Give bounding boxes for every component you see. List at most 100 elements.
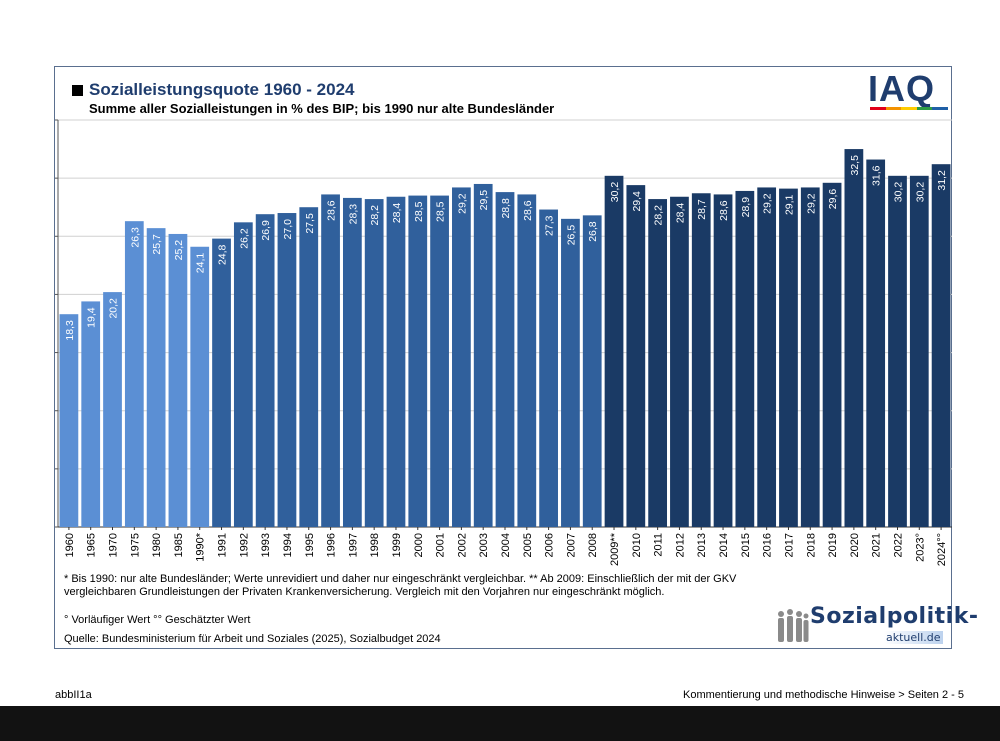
chart-title: Sozialleistungsquote 1960 - 2024 [89,80,355,99]
x-tick-label: 2024°° [936,533,948,566]
x-tick-label: 2021 [871,533,883,557]
logo-color-segment [870,107,886,110]
x-tick-label: 2016 [762,533,774,557]
bar-value-label: 28,2 [369,205,381,226]
footnote: * Bis 1990: nur alte Bundesländer; Werte… [64,573,737,598]
bar-value-label: 26,2 [238,228,250,249]
bar-value-label: 28,4 [674,203,686,224]
page-navigation-link[interactable]: Kommentierung und methodische Hinweise >… [683,689,964,701]
bar [539,209,558,528]
x-tick-label: 2002 [456,533,468,557]
bar-value-label: 28,6 [718,200,730,221]
bar-value-label: 27,5 [304,213,316,234]
x-tick-label: 2000 [413,533,425,557]
bar [670,196,689,527]
x-tick-label: 2007 [565,533,577,557]
title-bullet-icon [72,84,83,96]
bar-value-label: 26,9 [260,220,272,241]
x-tick-label: 2004 [500,533,512,557]
bar [364,199,384,527]
sozialpolitik-logo-domain: aktuell.de [884,631,943,644]
x-tick-label: 2003 [478,533,490,557]
bar [866,159,886,527]
bar-value-label: 25,7 [151,234,163,255]
bar-value-label: 30,2 [892,182,904,203]
bar-value-label: 28,5 [435,201,447,222]
x-tick-label: 2017 [783,533,795,557]
x-tick-label: 1985 [173,533,185,557]
sozialpolitik-logo[interactable]: Sozialpolitik- aktuell.de [776,604,978,646]
bar-value-label: 29,2 [805,193,817,214]
x-tick-label: 2014 [718,533,730,557]
bar [212,238,231,527]
iaq-logo-colorbar [870,107,948,110]
bar [844,149,864,528]
x-tick-label: 2010 [631,533,643,557]
bar [81,301,101,527]
x-tick-label: 1970 [108,533,120,557]
bar-value-label: 29,4 [631,191,643,212]
bar [582,215,602,527]
iaq-logo: IAQ [868,68,936,109]
bar [561,218,580,528]
bar [691,193,711,527]
bar [495,192,515,527]
bar [168,233,188,527]
logo-color-segment [932,107,948,110]
bar-value-label: 24,1 [195,253,207,274]
x-tick-label: 1990* [195,532,207,561]
bar-value-label: 31,6 [871,165,883,186]
bar-value-label: 29,1 [783,194,795,215]
bar-value-label: 29,2 [456,193,468,214]
x-tick-label: 1980 [151,533,163,557]
bar-value-label: 28,6 [326,200,338,221]
x-tick-label: 1994 [282,533,294,557]
bar [233,222,253,527]
bar-value-label: 28,5 [413,201,425,222]
bar-value-label: 26,8 [587,221,599,242]
bar [255,214,275,528]
source-note: Quelle: Bundesministerium für Arbeit und… [64,633,441,645]
bar [408,195,428,528]
bar-value-label: 29,6 [827,189,839,210]
bar [146,228,166,527]
x-tick-label: 1996 [326,533,338,557]
logo-color-segment [885,107,902,110]
bar-value-label: 28,4 [391,203,403,224]
bar [321,194,340,527]
bar [909,175,929,527]
logo-color-segment [916,107,933,110]
bar-value-label: 29,2 [762,193,774,214]
sozialpolitik-logo-text: Sozialpolitik- [810,604,979,629]
bar [430,195,449,528]
bar-value-label: 28,9 [740,197,752,218]
value-legend-note: ° Vorläufiger Wert °° Geschätzter Wert [64,614,251,626]
bar-value-label: 28,3 [347,204,359,225]
bar-value-label: 30,2 [914,182,926,203]
bar-value-label: 26,3 [129,227,141,248]
people-icon [778,609,809,642]
bar [604,175,624,527]
bar [452,187,471,527]
bar-value-label: 28,8 [500,198,512,219]
x-tick-label: 1999 [391,533,403,557]
bar [713,194,733,527]
bar-value-label: 27,3 [544,215,556,236]
bar-value-label: 26,5 [565,225,577,246]
bar-value-label: 25,2 [173,240,185,261]
bar [626,185,646,527]
bar [517,194,537,527]
bar-value-label: 30,2 [609,182,621,203]
bar [888,175,907,527]
bar [277,213,297,527]
x-tick-label: 2019 [827,533,839,557]
bar-value-label: 27,0 [282,219,294,240]
x-tick-label: 1965 [86,533,98,557]
bar-value-label: 19,4 [86,307,98,328]
x-tick-label: 2015 [740,533,752,557]
x-tick-label: 2020 [849,533,861,557]
x-tick-label: 2009** [609,532,621,566]
x-tick-label: 2013 [696,533,708,557]
x-tick-label: 1997 [347,533,359,557]
